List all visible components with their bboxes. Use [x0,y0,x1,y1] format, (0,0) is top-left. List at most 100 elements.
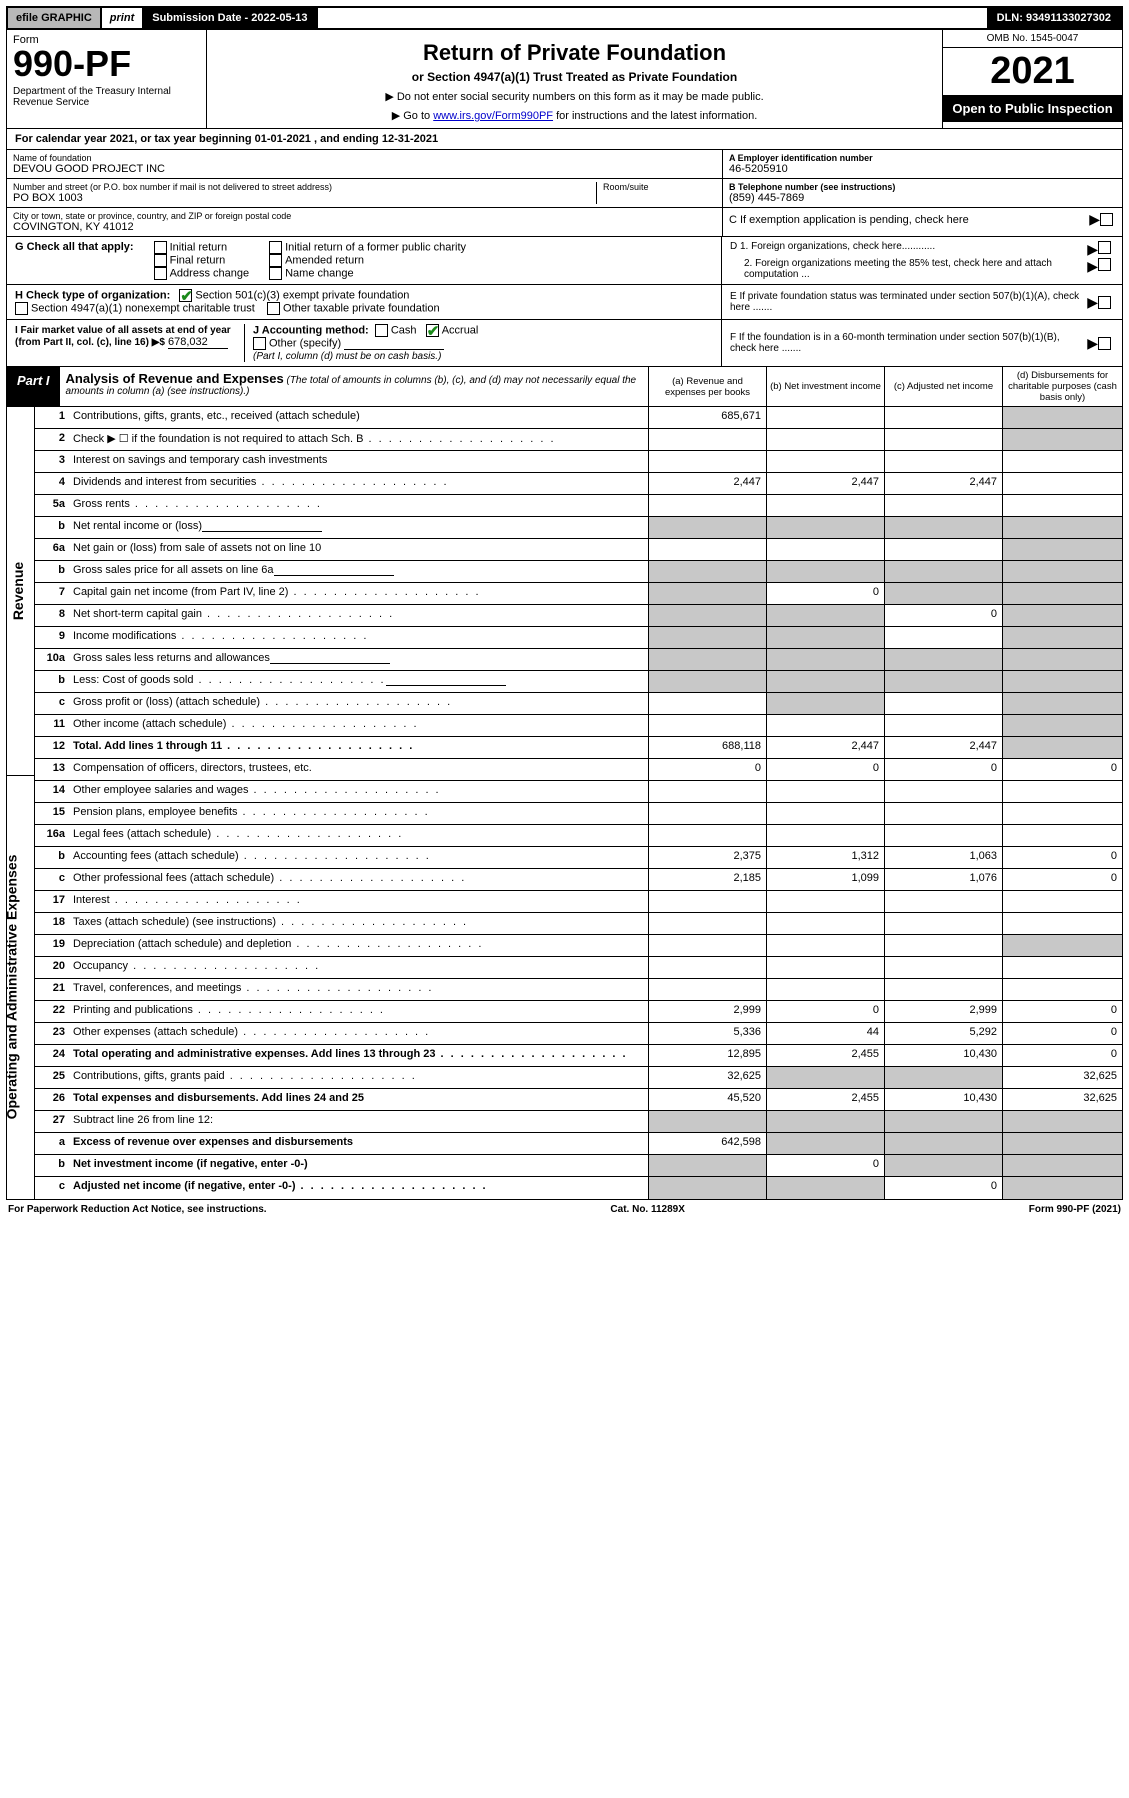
line-number: c [35,1177,69,1199]
cell-d [1002,715,1122,736]
table-row: bAccounting fees (attach schedule)2,3751… [35,847,1122,869]
cell-d [1002,957,1122,978]
cell-b [766,957,884,978]
line-number: b [35,517,69,538]
cell-a: 0 [648,759,766,780]
f-checkbox[interactable] [1098,337,1111,350]
g-initial-checkbox[interactable] [154,241,167,254]
cell-d [1002,495,1122,516]
cell-b [766,891,884,912]
cell-a [648,539,766,560]
cell-d [1002,473,1122,494]
line-number: 10a [35,649,69,670]
j-accrual-checkbox[interactable] [426,324,439,337]
page-footer: For Paperwork Reduction Act Notice, see … [6,1200,1123,1219]
table-row: 23Other expenses (attach schedule)5,3364… [35,1023,1122,1045]
print-button[interactable]: print [102,8,142,28]
cell-d [1002,935,1122,956]
irs-link[interactable]: www.irs.gov/Form990PF [433,110,553,122]
line-number: 5a [35,495,69,516]
cell-d: 0 [1002,847,1122,868]
line-label: Accounting fees (attach schedule) [69,847,648,868]
cell-a [648,495,766,516]
table-row: 1Contributions, gifts, grants, etc., rec… [35,407,1122,429]
line-label: Total. Add lines 1 through 11 [69,737,648,758]
line-number: 6a [35,539,69,560]
table-row: 20Occupancy [35,957,1122,979]
g-address-checkbox[interactable] [154,267,167,280]
table-row: 17Interest [35,891,1122,913]
tax-year: 2021 [943,48,1122,95]
d1-checkbox[interactable] [1098,241,1111,254]
cell-c [884,539,1002,560]
cell-b [766,517,884,538]
g-d-row: G Check all that apply: Initial return F… [6,237,1123,285]
cell-c: 2,447 [884,473,1002,494]
cell-b [766,429,884,450]
cell-c: 1,076 [884,869,1002,890]
cell-c: 10,430 [884,1089,1002,1110]
cell-b [766,913,884,934]
cell-d: 0 [1002,1001,1122,1022]
line-label: Gross sales less returns and allowances [69,649,648,670]
efile-button[interactable]: efile GRAPHIC [8,8,102,28]
h-501c3-checkbox[interactable] [179,289,192,302]
cell-c: 10,430 [884,1045,1002,1066]
cell-a: 5,336 [648,1023,766,1044]
cell-c [884,1067,1002,1088]
part1-tag: Part I [7,367,60,406]
g-initial-former-checkbox[interactable] [269,241,282,254]
cell-c [884,781,1002,802]
i-j-f-row: I Fair market value of all assets at end… [6,320,1123,367]
cell-c [884,495,1002,516]
table-row: 27Subtract line 26 from line 12: [35,1111,1122,1133]
cell-c: 2,447 [884,737,1002,758]
h-4947-checkbox[interactable] [15,302,28,315]
table-row: 25Contributions, gifts, grants paid32,62… [35,1067,1122,1089]
cell-a: 45,520 [648,1089,766,1110]
cell-d [1002,979,1122,1000]
cell-c: 0 [884,605,1002,626]
table-row: 6aNet gain or (loss) from sale of assets… [35,539,1122,561]
cell-b [766,825,884,846]
cell-b [766,1177,884,1199]
e-checkbox[interactable] [1098,296,1111,309]
line-label: Depreciation (attach schedule) and deple… [69,935,648,956]
cell-d [1002,891,1122,912]
g-final-checkbox[interactable] [154,254,167,267]
cell-a [648,979,766,1000]
line-label: Other income (attach schedule) [69,715,648,736]
line-number: 1 [35,407,69,428]
cell-a [648,429,766,450]
line-label: Adjusted net income (if negative, enter … [69,1177,648,1199]
g-amended-checkbox[interactable] [269,254,282,267]
table-row: 8Net short-term capital gain0 [35,605,1122,627]
cell-d [1002,539,1122,560]
name-label: Name of foundation [13,153,716,163]
line-label: Interest on savings and temporary cash i… [69,451,648,472]
cell-a [648,627,766,648]
j-other-checkbox[interactable] [253,337,266,350]
cell-c [884,935,1002,956]
line-number: 26 [35,1089,69,1110]
h-label: H Check type of organization: [15,289,170,301]
form-number: 990-PF [13,46,200,82]
cell-a [648,671,766,692]
cell-a [648,451,766,472]
table-row: cOther professional fees (attach schedul… [35,869,1122,891]
cell-a: 32,625 [648,1067,766,1088]
cell-c: 2,999 [884,1001,1002,1022]
d2-checkbox[interactable] [1098,258,1111,271]
part1-title: Analysis of Revenue and Expenses [66,371,284,386]
j-cash-checkbox[interactable] [375,324,388,337]
cell-d: 32,625 [1002,1089,1122,1110]
c-checkbox[interactable] [1100,213,1113,226]
h-other-checkbox[interactable] [267,302,280,315]
g-name-checkbox[interactable] [269,267,282,280]
submission-date: Submission Date - 2022-05-13 [142,8,317,28]
table-row: 16aLegal fees (attach schedule) [35,825,1122,847]
cell-c [884,517,1002,538]
cell-b [766,539,884,560]
cell-b [766,451,884,472]
line-number: 8 [35,605,69,626]
